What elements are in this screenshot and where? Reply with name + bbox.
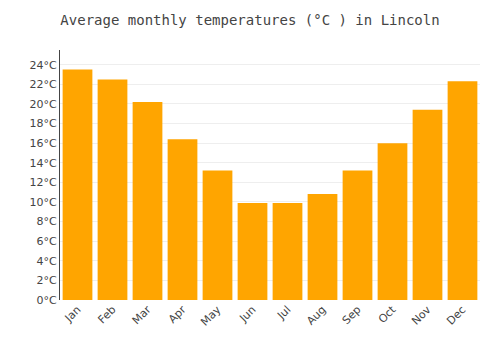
- svg-text:0°C: 0°C: [37, 294, 57, 307]
- svg-text:22°C: 22°C: [30, 78, 57, 91]
- svg-text:Mar: Mar: [130, 303, 154, 327]
- svg-text:Oct: Oct: [376, 303, 399, 326]
- svg-text:Jul: Jul: [274, 303, 293, 322]
- svg-text:Jan: Jan: [62, 303, 84, 325]
- svg-text:Average monthly temperatures (: Average monthly temperatures (°C ) in Li…: [60, 12, 439, 28]
- svg-text:Nov: Nov: [409, 303, 434, 328]
- svg-text:10°C: 10°C: [30, 196, 57, 209]
- svg-text:Feb: Feb: [96, 303, 119, 326]
- svg-text:2°C: 2°C: [37, 274, 57, 287]
- svg-text:6°C: 6°C: [37, 235, 57, 248]
- svg-text:May: May: [198, 303, 224, 329]
- svg-text:16°C: 16°C: [30, 137, 57, 150]
- svg-text:Sep: Sep: [340, 303, 364, 327]
- svg-text:Aug: Aug: [304, 303, 328, 327]
- svg-text:18°C: 18°C: [30, 117, 57, 130]
- svg-text:20°C: 20°C: [30, 98, 57, 111]
- svg-text:12°C: 12°C: [30, 176, 57, 189]
- svg-text:Dec: Dec: [444, 303, 468, 327]
- svg-text:4°C: 4°C: [37, 255, 57, 268]
- svg-text:Jun: Jun: [236, 303, 258, 325]
- svg-text:14°C: 14°C: [30, 157, 57, 170]
- svg-text:24°C: 24°C: [30, 59, 57, 72]
- svg-text:Apr: Apr: [166, 303, 189, 326]
- svg-text:8°C: 8°C: [37, 215, 57, 228]
